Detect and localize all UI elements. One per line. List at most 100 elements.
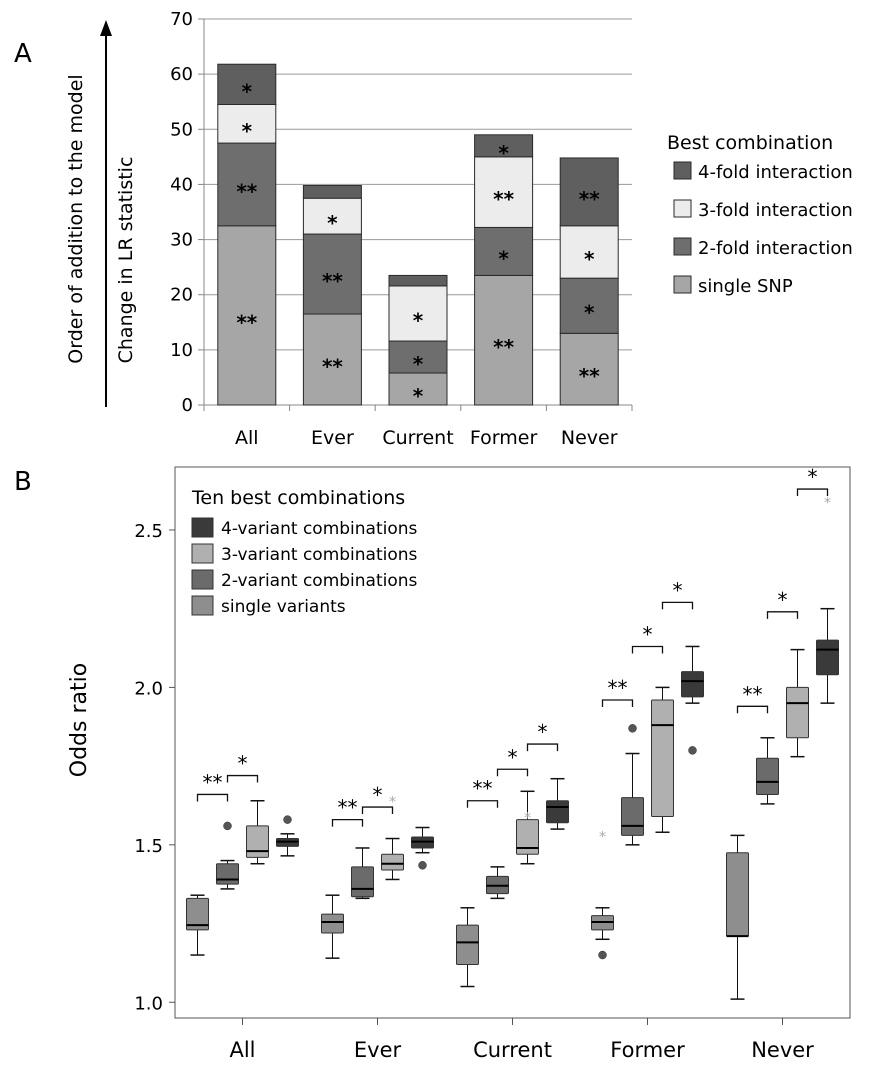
box-ever-2-variant-combinations [351,866,374,898]
outlier-star: * [389,795,396,811]
bar-never-3-fold-interaction [559,225,619,279]
box-former-2-variant-combinations [621,797,644,836]
panel-b-legend-label: 4-variant combinations [221,519,418,539]
outlier-dot [418,861,427,870]
significance-bracket [661,601,694,610]
significance-bracket [796,488,829,497]
outlier-star: * [599,829,606,845]
panel-a-category-label: All [235,427,259,449]
bar-significance-label: ** [236,179,257,203]
box-never-single-variants [726,852,749,937]
panel-a-legend-label: single SNP [698,276,793,297]
bar-significance-label: ** [322,269,343,293]
bar-current-2-fold-interaction [388,340,448,374]
bar-all-single-snp [217,225,277,406]
significance-label: * [373,783,383,807]
significance-label: * [808,465,818,489]
bar-all-4-fold-interaction [217,63,277,105]
bar-significance-label: * [584,247,595,271]
panel-a-ytick-label: 50 [170,119,193,140]
panel-a-legend-label: 4-fold interaction [698,162,853,183]
box-never-2-variant-combinations [756,757,779,795]
significance-bracket [361,806,394,815]
significance-bracket [196,793,229,802]
panel-b-ytick-label: 1.0 [134,993,163,1014]
significance-bracket [331,818,364,827]
panel-a-ytick-label: 10 [170,340,193,361]
box-ever-3-variant-combinations [381,853,404,871]
significance-label: ** [338,796,358,820]
panel-a-legend-label: 3-fold interaction [698,200,853,221]
significance-bracket [466,800,499,808]
panel-a-ytick-label: 40 [170,174,193,195]
outlier-dot [688,746,697,755]
panel-b-plot: 1.0 1.5 2.0 2.5 All Ever * Current * Former * Never… [134,465,851,1062]
significance-label: ** [743,682,763,706]
outlier-star: * [824,496,831,512]
significance-label: * [538,720,548,744]
box-never-4-variant-combinations [816,639,839,676]
box-current-4-variant-combinations [546,800,569,824]
panel-a-legend-swatch [673,237,692,256]
bar-former-3-fold-interaction [474,156,534,228]
bar-significance-label: ** [236,310,257,334]
box-former-4-variant-combinations [681,671,704,698]
panel-b-legend: Ten best combinations 4-variant combinat… [191,487,418,617]
bar-current-3-fold-interaction [388,285,448,342]
panel-a-legend-swatch [673,199,692,218]
bar-significance-label: ** [579,364,600,388]
panel-a-legend-title: Best combination [667,132,833,154]
panel-a-ytick-label: 30 [170,230,193,251]
bar-never-4-fold-interaction [559,157,619,227]
outlier-dot [283,815,292,824]
panel-a-legend-swatch [673,161,692,180]
significance-label: ** [608,676,628,700]
panel-b-legend-swatch [191,517,214,538]
panel-b-legend-label: single variants [221,597,346,617]
significance-label: * [778,588,788,612]
panel-a-category-label: Current [382,427,453,449]
significance-bracket [601,699,634,707]
panel-b-category-label: Current [473,1038,552,1062]
significance-bracket [226,774,259,783]
bar-significance-label: * [498,141,509,165]
panel-a-ytick-label: 70 [170,9,193,30]
bar-significance-label: ** [579,187,600,211]
significance-bracket [526,743,559,752]
bar-significance-label: * [584,301,595,325]
panel-a-legend-swatch [673,275,692,294]
bar-significance-label: ** [493,335,514,359]
box-ever-single-variants [321,913,344,934]
significance-label: * [238,752,248,776]
bar-former-2-fold-interaction [474,226,534,276]
box-all-3-variant-combinations [246,825,269,858]
panel-a-ytick-label: 60 [170,64,193,85]
panel-b-ytick-label: 1.5 [134,836,163,857]
bar-significance-label: ** [493,187,514,211]
bar-current-single-snp [388,372,448,406]
box-current-single-variants [456,924,479,965]
panel-b-legend-title: Ten best combinations [191,487,405,509]
box-all-single-variants [186,897,209,931]
panel-a-ytick-label: 0 [182,395,193,416]
bar-significance-label: * [242,119,253,143]
panel-a-category-label: Never [561,427,618,449]
panel-a-legend: Best combination 4-fold interaction 3-fol… [667,132,853,297]
panel-a-ylabel: Change in LR statistic [115,157,137,364]
panel-b-legend-label: 3-variant combinations [221,545,418,565]
panel-b-category-label: Former [610,1038,685,1062]
bar-significance-label: * [413,384,424,408]
box-never-3-variant-combinations [786,686,809,739]
significance-label: ** [473,777,493,801]
panel-a-ytick-label: 20 [170,285,193,306]
panel-b-ylabel: Odds ratio [67,663,92,777]
panel-b-category-label: All [229,1038,255,1062]
bar-significance-label: * [327,211,338,235]
panel-b-legend-swatch [191,595,214,616]
panel-b-letter: B [14,467,32,497]
bar-never-2-fold-interaction [559,277,619,334]
bar-significance-label: * [413,352,424,376]
bar-former-4-fold-interaction [474,134,534,158]
bar-current-4-fold-interaction [388,274,448,287]
